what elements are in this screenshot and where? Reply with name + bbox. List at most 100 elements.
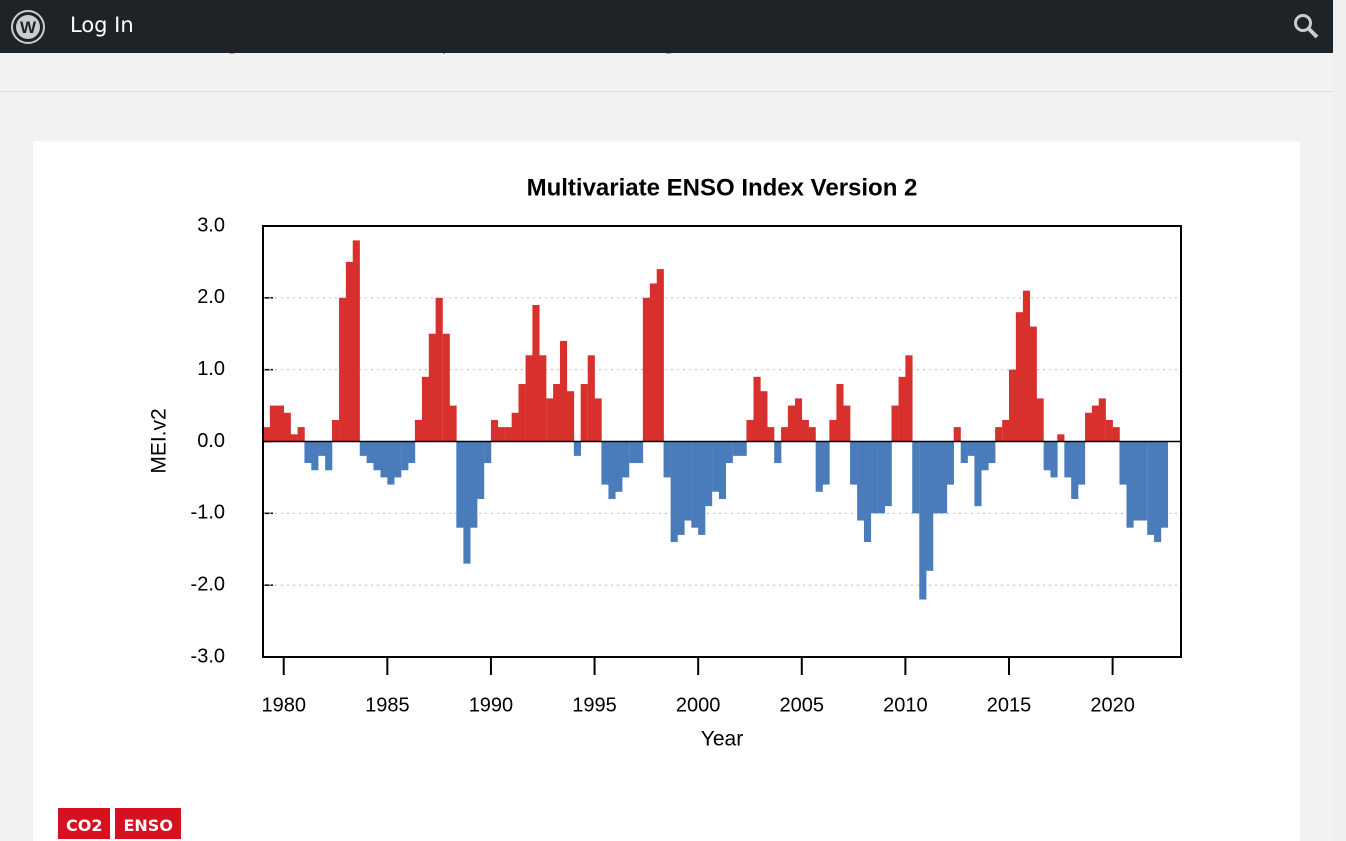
x-tick-label: 1995 xyxy=(572,694,617,716)
bar xyxy=(518,384,526,442)
bar xyxy=(781,427,789,442)
bar xyxy=(663,441,671,478)
x-tick-label: 2015 xyxy=(987,694,1032,716)
bar xyxy=(580,384,588,442)
bar xyxy=(490,419,499,442)
bar xyxy=(1119,441,1127,485)
bar xyxy=(1071,441,1079,499)
bar xyxy=(767,427,775,442)
bar xyxy=(829,419,837,442)
plot-frame xyxy=(262,225,1182,658)
bar xyxy=(1064,441,1072,478)
bar xyxy=(843,405,851,442)
bar xyxy=(684,441,692,521)
bar xyxy=(926,441,934,571)
tag-list: CO2 ENSO xyxy=(58,808,186,839)
y-tick-label: -1.0 xyxy=(191,502,225,524)
bar xyxy=(1105,419,1113,442)
x-tick-label: 1990 xyxy=(469,694,513,716)
bar xyxy=(435,297,443,442)
tag[interactable]: CO2 xyxy=(58,808,111,839)
bar xyxy=(373,441,381,471)
bar xyxy=(877,441,885,514)
bar xyxy=(1126,441,1134,528)
bar xyxy=(366,441,374,464)
bar xyxy=(1015,312,1023,442)
bar xyxy=(691,441,699,528)
bar xyxy=(732,441,740,456)
bar xyxy=(981,441,989,471)
bar xyxy=(442,333,450,442)
bar xyxy=(525,355,533,442)
x-tick-label: 2020 xyxy=(1090,694,1135,716)
y-tick-label: 2.0 xyxy=(197,286,225,308)
y-axis-label: MEI.v2 xyxy=(148,408,171,473)
login-link[interactable]: Log In xyxy=(70,13,134,37)
bar xyxy=(387,441,395,485)
bar xyxy=(394,441,402,478)
divider xyxy=(0,91,1333,92)
bar xyxy=(1057,434,1065,442)
bar xyxy=(739,441,747,456)
bar xyxy=(497,427,505,442)
bar xyxy=(1085,412,1093,442)
bar xyxy=(539,355,547,442)
bar xyxy=(649,283,658,442)
bar xyxy=(332,419,340,442)
bar xyxy=(566,391,575,442)
bar xyxy=(636,441,644,464)
bar xyxy=(1091,405,1100,442)
bar xyxy=(339,297,347,442)
bar xyxy=(919,441,927,600)
bar xyxy=(1009,369,1017,442)
bar xyxy=(359,441,367,456)
bar xyxy=(898,376,906,442)
scrollbar[interactable] xyxy=(1333,0,1346,841)
header: W Log In xyxy=(0,0,1333,53)
bar xyxy=(946,441,954,485)
bar xyxy=(1160,441,1169,528)
bar xyxy=(1022,290,1031,442)
bar xyxy=(608,441,616,499)
bar xyxy=(325,441,333,471)
bar xyxy=(408,441,416,464)
bar xyxy=(677,441,685,535)
bar xyxy=(815,441,823,492)
bar xyxy=(905,355,913,442)
bar xyxy=(1147,441,1155,535)
bar xyxy=(484,441,492,464)
y-tick-label: -3.0 xyxy=(191,645,225,667)
bar xyxy=(504,427,512,442)
bar xyxy=(863,441,872,543)
bar xyxy=(912,441,920,514)
bar xyxy=(698,441,706,535)
svg-text:W: W xyxy=(20,18,37,37)
bar xyxy=(974,441,982,507)
bar xyxy=(870,441,878,514)
bar xyxy=(553,384,561,442)
search-icon[interactable] xyxy=(1292,12,1320,40)
bar xyxy=(670,441,678,543)
tag[interactable]: ENSO xyxy=(115,808,181,839)
bar xyxy=(276,405,285,442)
bar xyxy=(532,305,540,442)
bar xyxy=(1133,441,1141,521)
bar xyxy=(656,269,664,442)
bar xyxy=(932,441,941,514)
chart-title: Multivariate ENSO Index Version 2 xyxy=(527,174,918,201)
x-axis-label: Year xyxy=(701,728,743,751)
bar xyxy=(884,441,892,507)
wp-logo[interactable]: W xyxy=(10,9,46,45)
bar xyxy=(1098,398,1106,442)
bar xyxy=(511,412,519,442)
bar xyxy=(939,441,948,514)
bar xyxy=(753,376,761,442)
x-tick-label: 2000 xyxy=(676,694,721,716)
bar xyxy=(1154,441,1162,543)
bar xyxy=(794,398,803,442)
bar xyxy=(774,441,782,464)
bar xyxy=(718,441,727,499)
bar xyxy=(1043,441,1051,471)
bar xyxy=(546,398,554,442)
bar xyxy=(891,405,899,442)
